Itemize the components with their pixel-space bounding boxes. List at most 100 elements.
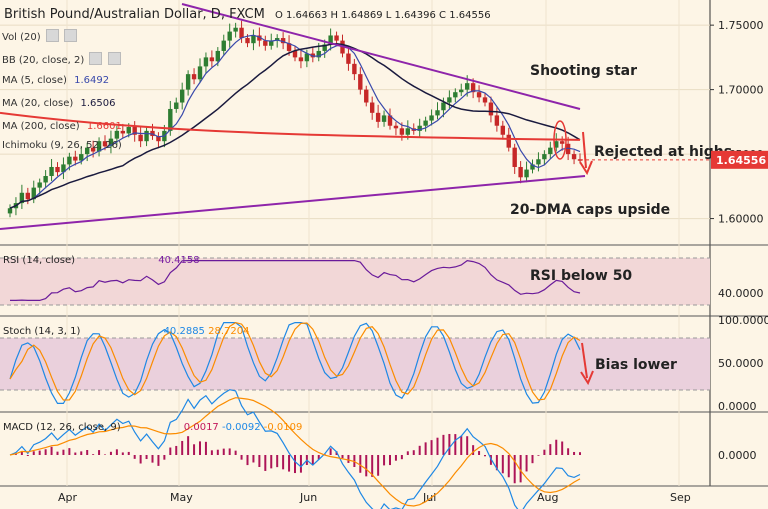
stoch-d-line	[9, 321, 581, 401]
stoch-pane-label: Stoch (14, 3, 1) 40.2885 28.7204	[3, 326, 249, 337]
indicator-vol[interactable]: Vol (20)	[2, 29, 78, 43]
ma20-line	[9, 43, 581, 209]
candle-body	[227, 31, 232, 41]
x-tick-label: Sep	[670, 491, 691, 504]
rsi-below-label: RSI below 50	[530, 268, 632, 284]
candle-body	[37, 182, 42, 188]
candle-body	[67, 156, 72, 165]
indicator-ma200[interactable]: MA (200, close) 1.6601	[2, 121, 122, 132]
candle-body	[144, 130, 149, 142]
candle-body	[126, 127, 131, 134]
indicator-label: BB (20, close, 2)	[2, 55, 85, 66]
indicator-value: 1.6601	[86, 121, 122, 132]
candle-body	[548, 147, 553, 155]
candle-body	[364, 89, 369, 103]
candle-body	[49, 166, 54, 177]
candle-body	[138, 134, 143, 142]
candle-body	[476, 92, 482, 98]
candle-body	[251, 35, 256, 44]
candle-body	[120, 130, 126, 134]
candle-body	[316, 50, 321, 58]
candle-body	[25, 192, 31, 200]
candle-body	[96, 141, 102, 152]
candle-body	[530, 164, 535, 170]
indicator-bb[interactable]: BB (20, close, 2)	[2, 52, 121, 66]
candle-body	[559, 141, 565, 144]
candle-body	[132, 127, 137, 135]
candle-body	[7, 208, 13, 214]
candle-body	[102, 141, 108, 147]
candle-body	[352, 63, 357, 75]
candle-body	[239, 27, 244, 39]
candle-body	[441, 102, 446, 111]
bias-arrow-head	[580, 370, 594, 386]
chart-title-text: British Pound/Australian Dollar, D, FXCM	[4, 7, 265, 22]
gear-icon[interactable]	[89, 52, 103, 65]
y-tick-label: 1.70000	[718, 84, 764, 97]
eye-icon[interactable]	[64, 29, 78, 42]
y-tick-label: 1.75000	[718, 19, 764, 32]
candle-body	[245, 38, 250, 44]
shooting-star-marker	[553, 120, 567, 160]
candle-body	[286, 43, 292, 51]
rsi-line	[10, 259, 581, 301]
macd-hist-value: 0.0017	[183, 422, 219, 433]
macd-signal-line	[9, 397, 581, 507]
candle-body	[84, 147, 90, 155]
candle-body	[488, 102, 494, 116]
candle-body	[19, 192, 25, 204]
rsi-label: RSI (14, close)	[3, 255, 76, 266]
candle-body	[518, 166, 523, 178]
candle-body	[500, 125, 506, 135]
last-price-label: 1.64556	[716, 154, 766, 167]
candle-body	[233, 27, 238, 32]
candle-body	[55, 166, 60, 173]
candle-body	[554, 141, 559, 148]
indicator-ichimoku[interactable]: Ichimoku (9, 26, 52, 26)	[2, 140, 122, 151]
gear-icon[interactable]	[45, 29, 59, 42]
candle-body	[453, 92, 458, 98]
ma5-line	[9, 34, 581, 209]
candle-body	[571, 154, 577, 160]
candle-body	[191, 74, 197, 80]
indicator-ma20[interactable]: MA (20, close) 1.6506	[2, 98, 115, 109]
eye-icon[interactable]	[107, 52, 121, 65]
candle-body	[399, 128, 405, 135]
candle-body	[375, 112, 381, 122]
candle-body	[79, 154, 84, 161]
candle-body	[174, 102, 179, 109]
candle-body	[429, 115, 434, 121]
indicator-label: MA (200, close)	[2, 121, 80, 132]
candle-body	[304, 53, 310, 62]
indicator-label: MA (5, close)	[2, 75, 67, 86]
candle-body	[108, 138, 114, 147]
x-tick-label: Apr	[58, 491, 78, 504]
candle-body	[280, 38, 286, 44]
stoch-d-value: 28.7204	[208, 326, 250, 337]
candle-body	[464, 83, 470, 90]
candle-body	[156, 136, 161, 142]
stoch-tick-label: 100.0000	[718, 314, 768, 327]
candle-body	[470, 83, 476, 93]
macd-pane-label: MACD (12, 26, close, 9) 0.0017 -0.0092 -…	[3, 422, 302, 433]
candle-body	[346, 53, 351, 64]
stoch-tick-label: 0.0000	[718, 400, 757, 413]
rsi-value: 40.4158	[158, 255, 200, 266]
candle-body	[565, 143, 571, 155]
bias-arrow	[581, 342, 588, 379]
candle-body	[506, 134, 511, 148]
candle-body	[274, 38, 280, 41]
candle-body	[494, 115, 500, 126]
y-tick-label: 1.60000	[718, 213, 764, 226]
last-price-tag	[711, 150, 768, 169]
stoch-tick-label: 50.0000	[718, 357, 764, 370]
indicator-label: Ichimoku (9, 26, 52, 26)	[2, 140, 122, 151]
rejected-label: Rejected at highs	[594, 144, 732, 160]
candle-body	[215, 50, 221, 62]
candle-body	[257, 35, 262, 41]
indicator-ma5[interactable]: MA (5, close) 1.6492	[2, 75, 109, 86]
candle-body	[447, 97, 452, 103]
candle-body	[405, 128, 411, 135]
ohlc-readout: O 1.64663 H 1.64869 L 1.64396 C 1.64556	[274, 10, 491, 21]
